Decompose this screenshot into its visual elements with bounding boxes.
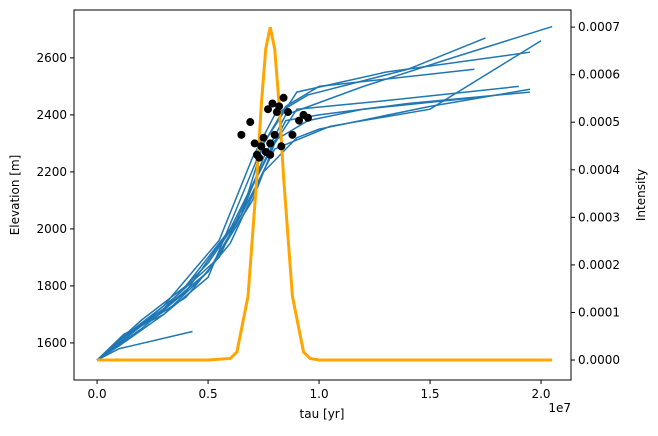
x-offset-label: 1e7 <box>548 401 571 415</box>
scatter-point <box>264 105 273 114</box>
elevation-line <box>96 330 193 361</box>
y2-tick-label: 0.0002 <box>578 258 620 272</box>
scatter-point <box>295 116 304 125</box>
plot-area <box>96 25 553 362</box>
y-tick-label: 2400 <box>36 108 67 122</box>
scatter-point <box>279 93 288 102</box>
scatter-point <box>268 99 277 108</box>
elevation-line <box>96 40 542 361</box>
scatter-point <box>266 150 275 159</box>
x-tick-label: 2.0 <box>531 387 550 401</box>
x-tick-label: 1.0 <box>310 387 329 401</box>
elevation-line <box>96 91 531 361</box>
scatter-point <box>259 133 268 142</box>
y2-tick-label: 0.0000 <box>578 353 620 367</box>
scatter-point <box>277 142 286 151</box>
y-axis-label: Elevation [m] <box>8 155 22 236</box>
y2-tick-label: 0.0005 <box>578 115 620 129</box>
y2-axis-label: Intensity <box>634 169 648 221</box>
x-axis-label: tau [yr] <box>300 407 345 421</box>
y2-tick-label: 0.0001 <box>578 305 620 319</box>
scatter-point <box>255 153 264 162</box>
scatter-point <box>266 139 275 148</box>
elevation-line <box>96 85 519 361</box>
y-tick-label: 1800 <box>36 279 67 293</box>
y2-tick-label: 0.0006 <box>578 68 620 82</box>
intensity-curve <box>97 26 553 362</box>
x-tick-label: 1.5 <box>420 387 439 401</box>
elevation-line <box>96 88 531 361</box>
y-tick-label: 2200 <box>36 165 67 179</box>
scatter-point <box>303 113 312 122</box>
scatter-point <box>283 108 292 117</box>
y-tick-label: 2600 <box>36 51 67 65</box>
y-tick-label: 1600 <box>36 336 67 350</box>
scatter-point <box>257 142 266 151</box>
y2-tick-label: 0.0003 <box>578 210 620 224</box>
x-tick-label: 0.5 <box>199 387 218 401</box>
scatter-point <box>270 130 279 139</box>
x-tick-label: 0.0 <box>88 387 107 401</box>
elevation-line <box>96 37 486 361</box>
scatter-point <box>288 130 297 139</box>
scatter-point <box>246 118 255 127</box>
scatter-point <box>237 130 246 139</box>
scatter-point <box>250 139 259 148</box>
elevation-line <box>96 68 475 361</box>
scatter-point <box>275 102 284 111</box>
y2-tick-label: 0.0007 <box>578 20 620 34</box>
axes-frame <box>73 9 572 381</box>
y-tick-label: 2000 <box>36 222 67 236</box>
y2-tick-label: 0.0004 <box>578 163 620 177</box>
